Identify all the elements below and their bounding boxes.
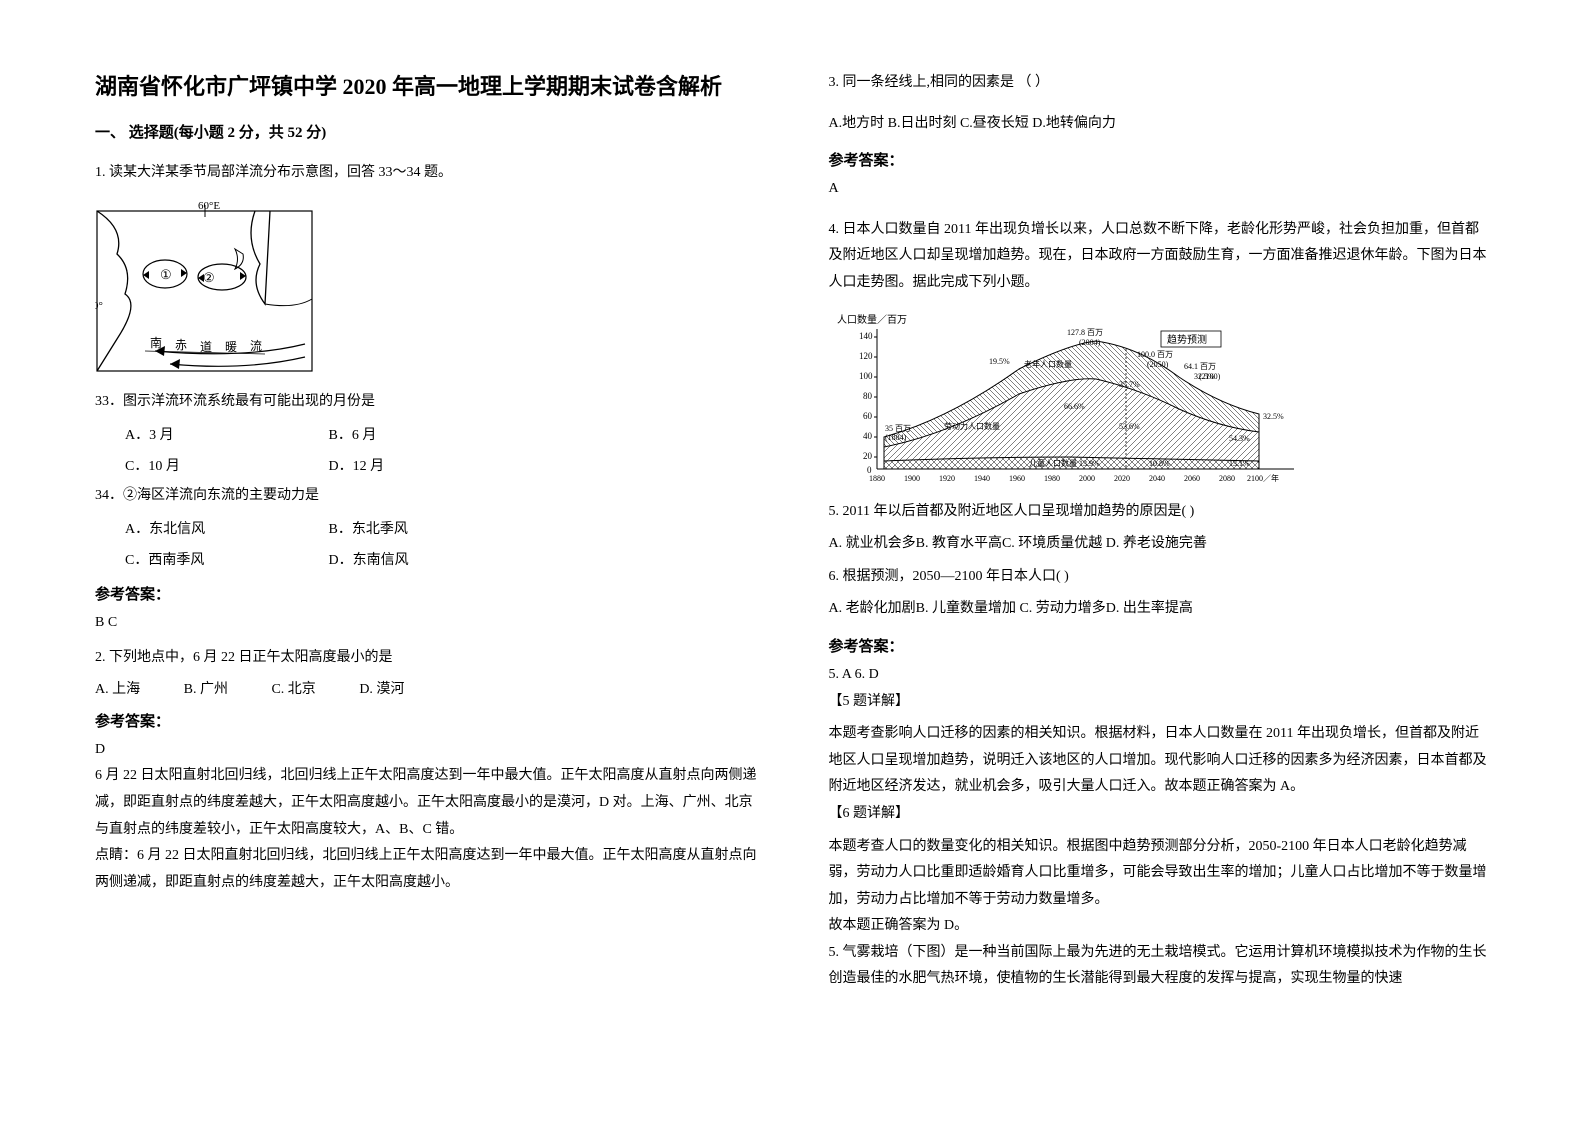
q33-options-2: C．10 月 D．12 月 xyxy=(95,452,759,483)
svg-text:127.8 百万: 127.8 百万 xyxy=(1067,328,1103,337)
svg-text:2080: 2080 xyxy=(1219,474,1235,483)
answer-label-2: 参考答案： xyxy=(95,710,759,731)
q6: 6. 根据预测，2050—2100 年日本人口( ) xyxy=(829,564,1493,591)
q4-intro: 4. 日本人口数量自 2011 年出现负增长以来，人口总数不断下降，老龄化形势严… xyxy=(829,217,1493,297)
exp-2b: 点睛：6 月 22 日太阳直射北回归线，北回归线上正午太阳高度达到一年中最大值。… xyxy=(95,843,759,896)
svg-text:趋势预测: 趋势预测 xyxy=(1167,333,1207,346)
svg-text:20: 20 xyxy=(863,451,873,461)
svg-text:2060: 2060 xyxy=(1184,474,1200,483)
q5: 5. 2011 年以后首都及附近地区人口呈现增加趋势的原因是( ) xyxy=(829,499,1493,526)
exam-title: 湖南省怀化市广坪镇中学 2020 年高一地理上学期期末试卷含解析 xyxy=(95,70,759,103)
answer-4: 5. A 6. D xyxy=(829,662,1493,689)
svg-text:赤: 赤 xyxy=(175,338,187,352)
answer-label-3: 参考答案： xyxy=(829,149,1493,170)
exp6b: 故本题正确答案为 D。 xyxy=(829,913,1493,940)
q5-options: A. 就业机会多B. 教育水平高C. 环境质量优越 D. 养老设施完善 xyxy=(829,531,1493,558)
svg-text:13.1%: 13.1% xyxy=(1229,459,1250,468)
svg-text:35 百万: 35 百万 xyxy=(885,424,911,433)
answer-3: A xyxy=(829,176,1493,203)
svg-text:2020: 2020 xyxy=(1114,474,1130,483)
section-heading: 一、 选择题(每小题 2 分，共 52 分) xyxy=(95,121,759,142)
svg-text:19.5%: 19.5% xyxy=(989,357,1010,366)
svg-text:(2100): (2100) xyxy=(1199,372,1221,381)
q3-options: A.地方时 B.日出时刻 C.昼夜长短 D.地转偏向力 xyxy=(829,111,1493,138)
svg-text:人口数量／百万: 人口数量／百万 xyxy=(837,313,907,326)
q2-opt-c: C. 北京 xyxy=(271,677,315,704)
svg-text:老年人口数量: 老年人口数量 xyxy=(1024,359,1072,369)
svg-text:54.3%: 54.3% xyxy=(1229,434,1250,443)
svg-text:2000: 2000 xyxy=(1079,474,1095,483)
circ1-label: ① xyxy=(160,267,172,282)
svg-text:流: 流 xyxy=(250,339,262,353)
svg-text:1940: 1940 xyxy=(974,474,990,483)
svg-text:100: 100 xyxy=(859,371,873,381)
svg-text:32.5%: 32.5% xyxy=(1263,412,1284,421)
svg-text:60: 60 xyxy=(863,411,873,421)
svg-text:120: 120 xyxy=(859,351,873,361)
exp5: 本题考查影响人口迁移的因素的相关知识。根据材料，日本人口数量在 2011 年出现… xyxy=(829,721,1493,801)
q33-opt-a: A．3 月 xyxy=(125,421,325,452)
q34-opt-d: D．东南信风 xyxy=(329,546,529,577)
answer-label-1: 参考答案： xyxy=(95,583,759,604)
svg-text:40: 40 xyxy=(863,431,873,441)
svg-text:64.1 百万: 64.1 百万 xyxy=(1184,362,1216,371)
q2: 2. 下列地点中，6 月 22 日正午太阳高度最小的是 xyxy=(95,645,759,672)
q34-opt-c: C．西南季风 xyxy=(125,546,325,577)
q2-opt-b: B. 广州 xyxy=(184,677,228,704)
q34-options-2: C．西南季风 D．东南信风 xyxy=(95,546,759,577)
svg-text:1960: 1960 xyxy=(1009,474,1025,483)
q6-options: A. 老龄化加剧B. 儿童数量增加 C. 劳动力增多D. 出生率提高 xyxy=(829,596,1493,623)
answer-label-4: 参考答案： xyxy=(829,635,1493,656)
svg-text:劳动力人口数量: 劳动力人口数量 xyxy=(944,421,1000,431)
svg-text:140: 140 xyxy=(859,331,873,341)
svg-text:66.6%: 66.6% xyxy=(1064,402,1085,411)
q5b: 5. 气雾栽培（下图）是一种当前国际上最为先进的无土栽培模式。它运用计算机环境模… xyxy=(829,940,1493,993)
exp5-heading: 【5 题详解】 xyxy=(829,689,1493,716)
q34-opt-b: B．东北季风 xyxy=(329,515,529,546)
svg-text:1980: 1980 xyxy=(1044,474,1060,483)
svg-text:2040: 2040 xyxy=(1149,474,1165,483)
svg-text:1900: 1900 xyxy=(904,474,920,483)
lat-label: 0° xyxy=(95,300,103,312)
svg-text:35.7%: 35.7% xyxy=(1119,380,1140,389)
svg-text:儿童人口数量 13.9%: 儿童人口数量 13.9% xyxy=(1029,458,1100,468)
left-column: 湖南省怀化市广坪镇中学 2020 年高一地理上学期期末试卷含解析 一、 选择题(… xyxy=(95,70,759,1052)
svg-text:2100／年: 2100／年 xyxy=(1247,473,1279,483)
svg-text:53.6%: 53.6% xyxy=(1119,422,1140,431)
answer-1: B C xyxy=(95,610,759,637)
svg-text:80: 80 xyxy=(863,391,873,401)
q2-opt-d: D. 漠河 xyxy=(359,677,404,704)
japan-population-chart: 140 120 100 80 60 40 20 0 1880 1900 1920… xyxy=(829,309,1493,489)
exp-2a: 6 月 22 日太阳直射北回归线，北回归线上正午太阳高度达到一年中最大值。正午太… xyxy=(95,763,759,843)
answer-2: D xyxy=(95,737,759,764)
exp6-heading: 【6 题详解】 xyxy=(829,801,1493,828)
q3: 3. 同一条经线上,相同的因素是 （ ） xyxy=(829,70,1493,97)
svg-text:100.0 百万: 100.0 百万 xyxy=(1137,350,1173,359)
svg-text:10.8%: 10.8% xyxy=(1149,459,1170,468)
circ2-label: ② xyxy=(203,270,215,285)
q33: 33．图示洋流环流系统最有可能出现的月份是 xyxy=(95,389,759,416)
svg-text:道: 道 xyxy=(200,340,212,354)
svg-text:1880: 1880 xyxy=(869,474,885,483)
q33-opt-c: C．10 月 xyxy=(125,452,325,483)
q2-opt-a: A. 上海 xyxy=(95,677,140,704)
svg-text:南: 南 xyxy=(150,335,162,350)
right-column: 3. 同一条经线上,相同的因素是 （ ） A.地方时 B.日出时刻 C.昼夜长短… xyxy=(829,70,1493,1052)
q34-options: A．东北信风 B．东北季风 xyxy=(95,515,759,546)
svg-text:(2004): (2004) xyxy=(1079,338,1101,347)
svg-text:(1884): (1884) xyxy=(885,433,907,442)
q33-opt-d: D．12 月 xyxy=(329,452,529,483)
q1-stem: 1. 读某大洋某季节局部洋流分布示意图，回答 33～34 题。 xyxy=(95,160,759,187)
ocean-current-map: 60°E 0° ① ② 南 赤 道 xyxy=(95,199,759,379)
q34-opt-a: A．东北信风 xyxy=(125,515,325,546)
svg-text:(2050): (2050) xyxy=(1147,360,1169,369)
lon-label: 60°E xyxy=(198,200,220,212)
q2-options: A. 上海 B. 广州 C. 北京 D. 漠河 xyxy=(95,677,759,704)
svg-text:暖: 暖 xyxy=(225,340,237,354)
q33-options: A．3 月 B．6 月 xyxy=(95,421,759,452)
svg-text:1920: 1920 xyxy=(939,474,955,483)
q33-opt-b: B．6 月 xyxy=(329,421,529,452)
q34: 34．②海区洋流向东流的主要动力是 xyxy=(95,483,759,510)
exp6a: 本题考查人口的数量变化的相关知识。根据图中趋势预测部分分析，2050-2100 … xyxy=(829,834,1493,914)
